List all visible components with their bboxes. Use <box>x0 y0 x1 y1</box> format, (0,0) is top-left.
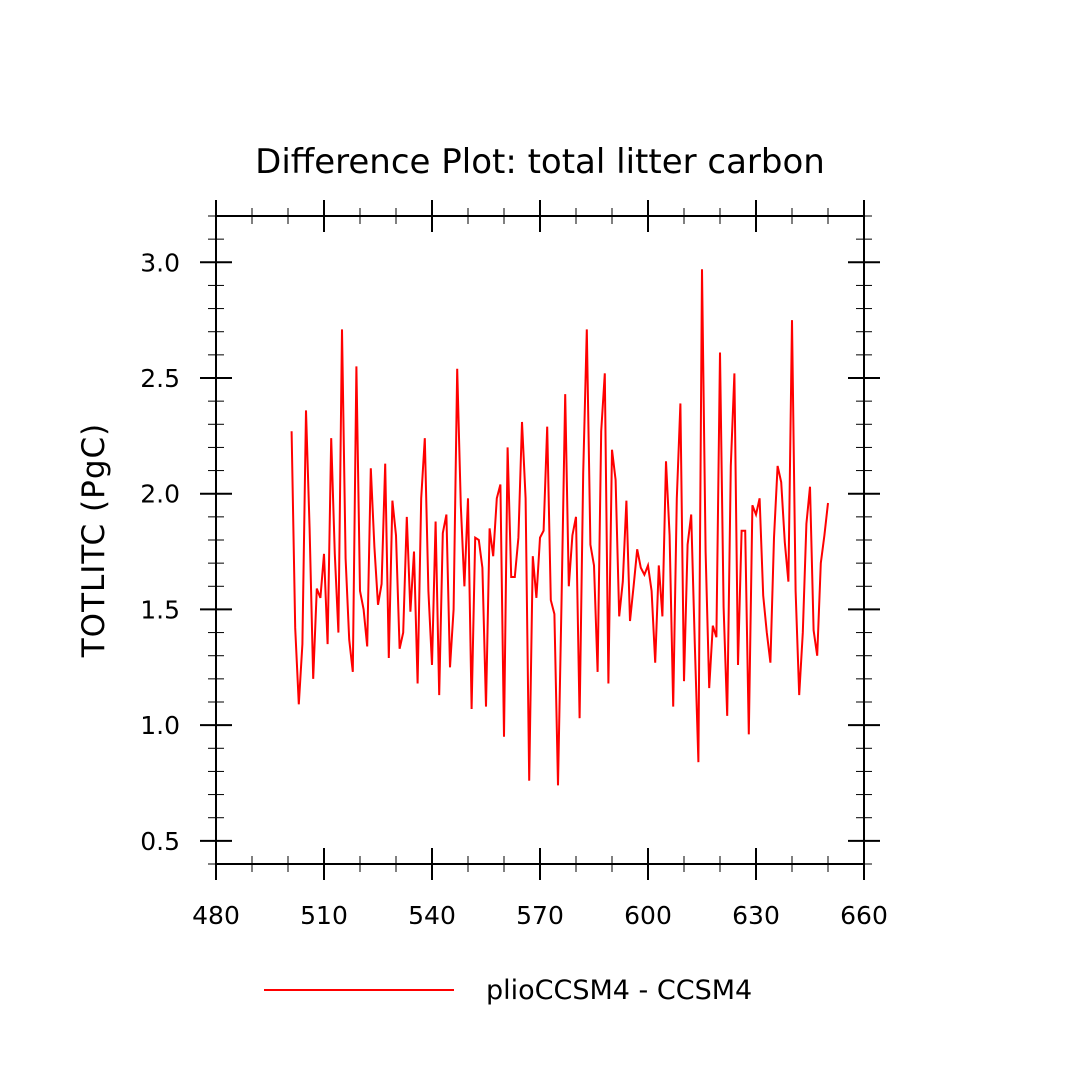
x-tick-label: 630 <box>732 901 780 930</box>
y-tick-labels: 0.5 1.0 1.5 2.0 2.5 3.0 <box>140 248 180 856</box>
y-axis-label: TOTLITC (PgC) <box>76 423 112 659</box>
legend-label: plioCCSM4 - CCSM4 <box>486 975 752 1006</box>
x-tick-labels: 480 510 540 570 600 630 660 <box>192 901 888 930</box>
y-tick-label: 2.5 <box>140 364 180 393</box>
plot-frame <box>215 215 865 865</box>
y-tick-label: 3.0 <box>140 248 180 277</box>
y-tick-label: 0.5 <box>140 827 180 856</box>
x-tick-label: 600 <box>624 901 672 930</box>
series-layer <box>290 269 829 786</box>
x-tick-label: 660 <box>840 901 888 930</box>
y-tick-label: 1.5 <box>140 595 180 624</box>
chart-title: Difference Plot: total litter carbon <box>255 142 825 182</box>
y-tick-label: 2.0 <box>140 480 180 509</box>
legend: plioCCSM4 - CCSM4 <box>264 975 752 1006</box>
x-tick-label: 510 <box>300 901 348 930</box>
series-line <box>290 269 829 786</box>
x-tick-label: 480 <box>192 901 240 930</box>
y-tick-label: 1.0 <box>140 711 180 740</box>
x-tick-label: 570 <box>516 901 564 930</box>
x-tick-label: 540 <box>408 901 456 930</box>
